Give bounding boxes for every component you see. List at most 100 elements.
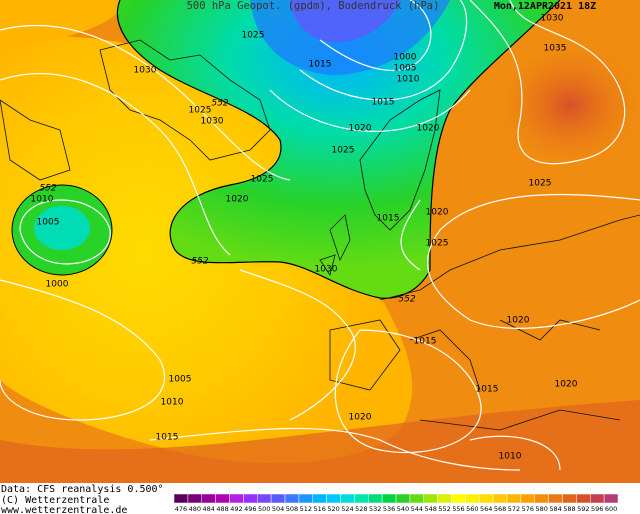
isobar-label: 1025 [426, 239, 449, 249]
isobar [427, 0, 640, 329]
isobar-label: 1015 [476, 385, 499, 395]
isobar-label: 1010 [161, 398, 184, 408]
colorbar-swatch [243, 493, 258, 504]
isobar-label: 1015 [414, 337, 437, 347]
colorbar-label: 580 [535, 505, 547, 513]
isobar [0, 199, 166, 421]
colorbar-swatch [201, 493, 216, 504]
colorbar-label: 512 [300, 505, 312, 513]
colorbar-label: 592 [577, 505, 589, 513]
isobar-label: 1015 [309, 60, 332, 70]
footer-line: (C) Wetterzentrale [1, 495, 109, 506]
colorbar-swatch [395, 493, 411, 504]
isobar-label: 1010 [499, 452, 522, 462]
cold-region [117, 0, 561, 299]
map: 1030103510251015100010051010103010255521… [0, 0, 640, 483]
colorbar-swatch [409, 493, 424, 504]
isobar-label: 1030 [134, 66, 157, 76]
colorbar-swatch [603, 493, 619, 504]
colorbar-swatch [423, 493, 438, 504]
colorbar-label: 524 [341, 505, 353, 513]
isobar [269, 0, 471, 132]
colorbar: 476 480 484 488 492 496 500 504 508 512 516 520 524 5… [173, 493, 619, 513]
colorbar-swatch [312, 493, 327, 504]
coastline [359, 89, 441, 231]
coastline [0, 99, 71, 181]
colorbar-swatch [548, 493, 563, 504]
colorbar-label: 488 [216, 505, 228, 513]
colorbar-swatch [368, 493, 383, 504]
coastline [319, 214, 351, 276]
isobar-label: 1025 [251, 175, 274, 185]
colorbar-swatch [270, 493, 286, 504]
isobar-label: 1015 [377, 214, 400, 224]
colorbar-swatch [215, 493, 230, 504]
isobar [239, 199, 421, 421]
colorbar-swatch [520, 493, 535, 504]
colorbar-label: 552 [438, 505, 450, 513]
colorbar-swatch [326, 493, 341, 504]
coastline [329, 214, 640, 431]
colorbar-swatch [492, 493, 508, 504]
colorbar-label: 548 [424, 505, 436, 513]
contour-552 [116, 0, 561, 299]
isobar-label: 552 [39, 184, 56, 194]
warm-region [0, 400, 640, 483]
low-core [34, 206, 90, 250]
colorbar-label: 556 [452, 505, 464, 513]
colorbar-swatch [451, 493, 466, 504]
isobar-label: 1025 [529, 179, 552, 189]
isobar-label: 552 [398, 295, 415, 305]
colorbar-label: 520 [327, 505, 339, 513]
colorbar-label: 544 [411, 505, 423, 513]
colorbar-label: 528 [355, 505, 367, 513]
colorbar-swatch [187, 493, 202, 504]
isobar-label: 1020 [555, 380, 578, 390]
colorbar-label: 504 [272, 505, 284, 513]
colorbar-label: 500 [258, 505, 270, 513]
isobar-label: 1020 [349, 413, 372, 423]
colorbar-label: 564 [480, 505, 492, 513]
isobar-label: 1030 [201, 117, 224, 127]
isobar-label: 1015 [156, 433, 179, 443]
colorbar-label: 480 [189, 505, 201, 513]
isobar-label: 1010 [31, 195, 54, 205]
colorbar-swatch [298, 493, 313, 504]
colorbar-swatch [562, 493, 577, 504]
colorbar-label: 508 [286, 505, 298, 513]
colorbar-label: 532 [369, 505, 381, 513]
colorbar-label: 516 [313, 505, 325, 513]
colorbar-swatch [257, 493, 272, 504]
colorbar-swatch [340, 493, 355, 504]
isobar-label: 1005 [169, 375, 192, 385]
footer-line: www.wetterzentrale.de [1, 505, 127, 514]
isobar-label: 1030 [541, 14, 564, 24]
isobar-label: 1020 [349, 124, 372, 134]
cold-core [290, 0, 400, 43]
isobar-label: 1020 [417, 124, 440, 134]
isobar-label: 1015 [372, 98, 395, 108]
colorbar-label: 496 [244, 505, 256, 513]
colorbar-label: 588 [563, 505, 575, 513]
colorbar-label: 572 [508, 505, 520, 513]
colorbar-swatch [479, 493, 494, 504]
colorbar-label: 536 [383, 505, 395, 513]
isobar-label: 1025 [189, 106, 212, 116]
warm-region [0, 0, 130, 50]
isobar [0, 25, 291, 256]
isobar-label: 1020 [426, 208, 449, 218]
isobar-label: 1005 [394, 64, 417, 74]
colorbar-swatch [437, 493, 452, 504]
coastline [99, 39, 271, 161]
colorbar-swatch [465, 493, 480, 504]
isobar-label: 552 [211, 99, 228, 109]
isobar-label: 1000 [394, 53, 417, 63]
isobar-label: 1010 [397, 75, 420, 85]
colorbar-swatch [229, 493, 244, 504]
colorbar-swatch [506, 493, 522, 504]
colorbar-swatch [381, 493, 397, 504]
isobar-label: 1025 [332, 146, 355, 156]
isobar-label: 552 [191, 257, 208, 267]
colorbar-label: 576 [522, 505, 534, 513]
